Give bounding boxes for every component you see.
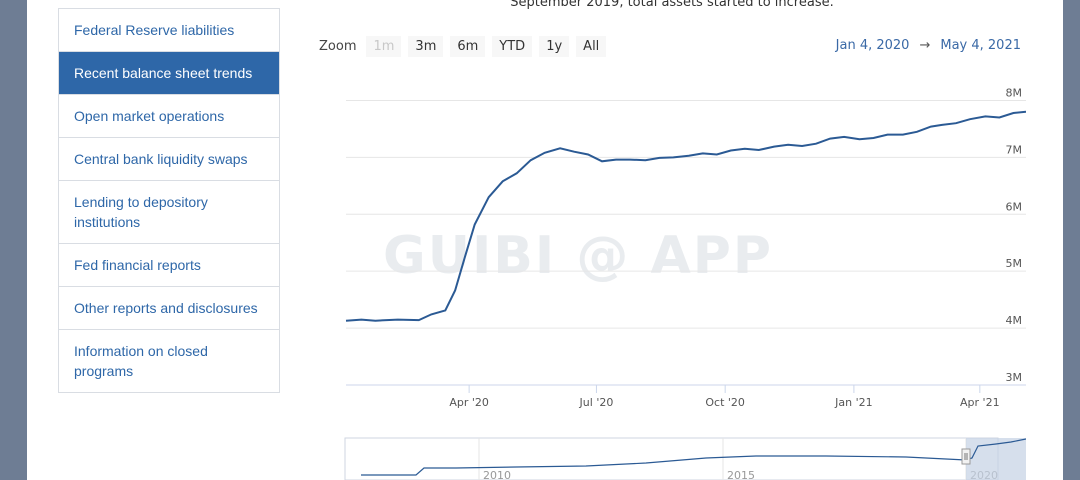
- x-tick-label: Jan '21: [834, 396, 872, 409]
- navigator-series: [361, 438, 1026, 476]
- x-tick-label: Oct '20: [705, 396, 745, 409]
- line-chart[interactable]: 3M 4M 5M 6M 7M 8M Apr '20 Jul '20 Oct '20 Jan '21…: [306, 28, 1026, 480]
- zoom-controls: Zoom 1m 3m 6m YTD 1y All: [319, 36, 607, 57]
- zoom-all-button[interactable]: All: [576, 36, 607, 57]
- navigator-left-handle[interactable]: [961, 448, 971, 465]
- zoom-3m-button[interactable]: 3m: [408, 36, 444, 57]
- sidebar-item-information-on-closed-programs[interactable]: Information on closed programs: [59, 330, 279, 393]
- x-tick-label: Apr '21: [960, 396, 1000, 409]
- sidebar-item-lending-to-depository-institutions[interactable]: Lending to depository institutions: [59, 181, 279, 244]
- sidebar-nav: Federal Reserve liabilities Recent balan…: [58, 8, 280, 393]
- date-range: Jan 4, 2020 → May 4, 2021: [836, 38, 1021, 53]
- sidebar-item-recent-balance-sheet-trends[interactable]: Recent balance sheet trends: [59, 52, 279, 95]
- zoom-1y-button[interactable]: 1y: [539, 36, 570, 57]
- watermark: GUIBI @ APP: [383, 226, 773, 286]
- page: September 2019, total assets started to …: [27, 0, 1063, 480]
- navigator-tick-label: 2015: [727, 469, 755, 480]
- series-line: [345, 110, 1026, 322]
- range-to-input[interactable]: May 4, 2021: [940, 38, 1021, 53]
- y-tick-label: 3M: [1006, 371, 1023, 384]
- y-tick-label: 8M: [1006, 86, 1023, 99]
- sidebar-item-fed-financial-reports[interactable]: Fed financial reports: [59, 244, 279, 287]
- y-tick-label: 6M: [1006, 200, 1023, 213]
- y-tick-label: 7M: [1006, 143, 1023, 156]
- y-tick-label: 5M: [1006, 257, 1023, 270]
- navigator-tick-label: 2010: [483, 469, 511, 480]
- range-from-input[interactable]: Jan 4, 2020: [835, 38, 910, 53]
- intro-text: September 2019, total assets started to …: [510, 0, 834, 10]
- x-tick-label: Jul '20: [579, 396, 614, 409]
- y-tick-label: 4M: [1006, 314, 1023, 327]
- sidebar-item-other-reports-and-disclosures[interactable]: Other reports and disclosures: [59, 287, 279, 330]
- navigator-frame: [344, 437, 999, 480]
- zoom-label: Zoom: [319, 39, 357, 54]
- zoom-ytd-button[interactable]: YTD: [492, 36, 533, 57]
- sidebar-item-open-market-operations[interactable]: Open market operations: [59, 95, 279, 138]
- navigator-selection[interactable]: [966, 438, 1026, 480]
- sidebar-item-federal-reserve-liabilities[interactable]: Federal Reserve liabilities: [59, 9, 279, 52]
- x-tick-label: Apr '20: [449, 396, 489, 409]
- chart-container: Zoom 1m 3m 6m YTD 1y All Jan 4, 2020 → M…: [306, 28, 1026, 480]
- range-arrow: →: [919, 38, 931, 53]
- sidebar-item-central-bank-liquidity-swaps[interactable]: Central bank liquidity swaps: [59, 138, 279, 181]
- zoom-6m-button[interactable]: 6m: [450, 36, 486, 57]
- zoom-1m-button[interactable]: 1m: [366, 36, 402, 57]
